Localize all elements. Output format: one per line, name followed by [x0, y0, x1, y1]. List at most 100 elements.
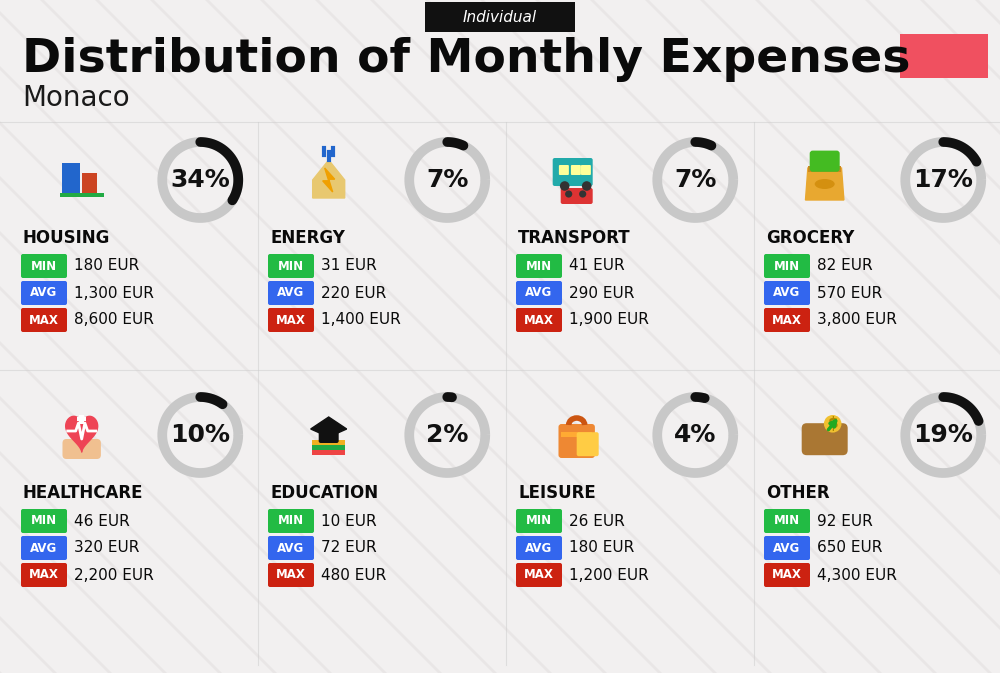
FancyBboxPatch shape: [516, 281, 562, 305]
Text: MAX: MAX: [29, 314, 59, 326]
FancyBboxPatch shape: [21, 509, 67, 533]
Text: 4,300 EUR: 4,300 EUR: [817, 567, 897, 583]
Text: 8,600 EUR: 8,600 EUR: [74, 312, 154, 328]
Text: 10%: 10%: [170, 423, 230, 447]
FancyBboxPatch shape: [62, 439, 101, 459]
Text: AVG: AVG: [773, 287, 801, 299]
Circle shape: [824, 415, 841, 433]
Text: LEISURE: LEISURE: [518, 484, 596, 502]
FancyBboxPatch shape: [516, 536, 562, 560]
Text: 26 EUR: 26 EUR: [569, 513, 625, 528]
Text: MAX: MAX: [772, 569, 802, 581]
Text: MIN: MIN: [31, 514, 57, 528]
Text: 7%: 7%: [426, 168, 468, 192]
Text: 650 EUR: 650 EUR: [817, 540, 882, 555]
Text: 10 EUR: 10 EUR: [321, 513, 377, 528]
FancyBboxPatch shape: [516, 509, 562, 533]
Text: 19%: 19%: [913, 423, 973, 447]
FancyBboxPatch shape: [21, 536, 67, 560]
Text: AVG: AVG: [773, 542, 801, 555]
Text: 180 EUR: 180 EUR: [569, 540, 634, 555]
Circle shape: [560, 181, 569, 191]
Text: 92 EUR: 92 EUR: [817, 513, 873, 528]
Text: MAX: MAX: [276, 314, 306, 326]
Text: MAX: MAX: [524, 569, 554, 581]
Text: 82 EUR: 82 EUR: [817, 258, 873, 273]
Text: Distribution of Monthly Expenses: Distribution of Monthly Expenses: [22, 38, 910, 83]
FancyBboxPatch shape: [559, 165, 569, 175]
Polygon shape: [805, 168, 844, 200]
Text: AVG: AVG: [277, 287, 305, 299]
Text: 34%: 34%: [170, 168, 230, 192]
Circle shape: [565, 190, 572, 198]
FancyBboxPatch shape: [553, 158, 593, 186]
FancyBboxPatch shape: [21, 308, 67, 332]
Text: 180 EUR: 180 EUR: [74, 258, 139, 273]
FancyBboxPatch shape: [79, 415, 84, 424]
Text: 1,400 EUR: 1,400 EUR: [321, 312, 401, 328]
FancyBboxPatch shape: [268, 281, 314, 305]
Polygon shape: [323, 168, 335, 192]
FancyBboxPatch shape: [268, 509, 314, 533]
FancyBboxPatch shape: [312, 445, 345, 450]
FancyBboxPatch shape: [60, 192, 104, 197]
Text: MAX: MAX: [772, 314, 802, 326]
FancyBboxPatch shape: [21, 563, 67, 587]
Text: 72 EUR: 72 EUR: [321, 540, 377, 555]
FancyBboxPatch shape: [764, 281, 810, 305]
FancyBboxPatch shape: [764, 536, 810, 560]
Text: MAX: MAX: [276, 569, 306, 581]
Text: EDUCATION: EDUCATION: [270, 484, 378, 502]
Text: MIN: MIN: [774, 260, 800, 273]
Text: 3,800 EUR: 3,800 EUR: [817, 312, 897, 328]
FancyBboxPatch shape: [808, 166, 841, 172]
FancyBboxPatch shape: [516, 563, 562, 587]
Text: AVG: AVG: [525, 287, 553, 299]
FancyBboxPatch shape: [577, 432, 599, 456]
Text: MIN: MIN: [278, 514, 304, 528]
FancyBboxPatch shape: [561, 432, 592, 437]
Polygon shape: [66, 417, 98, 452]
Circle shape: [579, 190, 586, 198]
FancyBboxPatch shape: [561, 188, 593, 204]
Text: GROCERY: GROCERY: [766, 229, 854, 247]
Text: 1,200 EUR: 1,200 EUR: [569, 567, 649, 583]
FancyBboxPatch shape: [802, 423, 848, 455]
Text: 7%: 7%: [674, 168, 716, 192]
Text: $: $: [827, 417, 838, 431]
Text: AVG: AVG: [30, 542, 58, 555]
Text: TRANSPORT: TRANSPORT: [518, 229, 631, 247]
FancyBboxPatch shape: [764, 509, 810, 533]
Text: 480 EUR: 480 EUR: [321, 567, 386, 583]
Text: MIN: MIN: [526, 260, 552, 273]
Text: 1,900 EUR: 1,900 EUR: [569, 312, 649, 328]
Text: ENERGY: ENERGY: [270, 229, 345, 247]
FancyBboxPatch shape: [571, 165, 581, 175]
FancyBboxPatch shape: [558, 424, 595, 458]
FancyBboxPatch shape: [312, 439, 345, 445]
Text: OTHER: OTHER: [766, 484, 830, 502]
FancyBboxPatch shape: [268, 254, 314, 278]
FancyBboxPatch shape: [810, 151, 840, 172]
FancyBboxPatch shape: [21, 254, 67, 278]
FancyBboxPatch shape: [268, 536, 314, 560]
FancyBboxPatch shape: [268, 563, 314, 587]
Text: 4%: 4%: [674, 423, 716, 447]
FancyBboxPatch shape: [764, 254, 810, 278]
Text: Monaco: Monaco: [22, 84, 130, 112]
FancyBboxPatch shape: [319, 427, 339, 443]
Polygon shape: [313, 160, 345, 198]
Text: MIN: MIN: [774, 514, 800, 528]
FancyBboxPatch shape: [764, 308, 810, 332]
Text: 320 EUR: 320 EUR: [74, 540, 139, 555]
Text: MIN: MIN: [31, 260, 57, 273]
Text: 1,300 EUR: 1,300 EUR: [74, 285, 154, 301]
Text: 2,200 EUR: 2,200 EUR: [74, 567, 154, 583]
Text: AVG: AVG: [30, 287, 58, 299]
Text: 31 EUR: 31 EUR: [321, 258, 377, 273]
Text: MAX: MAX: [524, 314, 554, 326]
Text: 41 EUR: 41 EUR: [569, 258, 625, 273]
Text: HEALTHCARE: HEALTHCARE: [23, 484, 144, 502]
FancyBboxPatch shape: [62, 163, 80, 197]
Text: AVG: AVG: [277, 542, 305, 555]
